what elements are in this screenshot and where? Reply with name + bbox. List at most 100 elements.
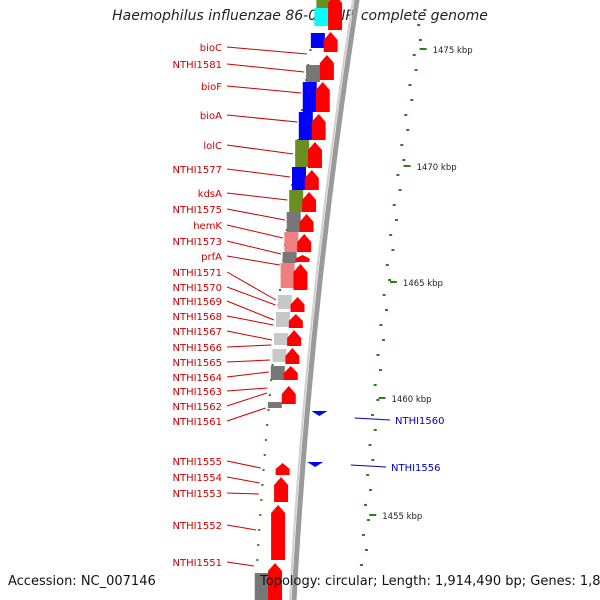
cog-box	[275, 312, 290, 327]
genome-backbone	[288, 0, 360, 600]
leader-line	[226, 168, 291, 178]
gene-label: NTHI1567	[172, 327, 222, 338]
gene-arrow	[283, 366, 298, 380]
gene-label: NTHI1563	[172, 387, 222, 398]
cog-box	[284, 232, 299, 252]
leader-line-right	[350, 464, 387, 468]
gene-label: prfA	[201, 252, 222, 263]
gene-arrow	[288, 314, 303, 328]
gene-arrow	[293, 264, 308, 290]
gene-arrow	[287, 330, 302, 346]
gene-label: NTHI1551	[172, 558, 222, 569]
scale-label: 1455 kbp	[382, 512, 422, 522]
cog-box	[254, 573, 269, 600]
gene-label-right: NTHI1556	[391, 463, 441, 474]
leader-line	[226, 85, 302, 94]
scale-ticks: 1475 kbp 1470 kbp 1465 kbp 1460 kbp 1455 kbp	[256, 9, 473, 566]
scale-label: 1460 kbp	[392, 395, 432, 405]
cog-box	[274, 333, 289, 345]
gene-labels: bioC NTHI1581 bioF bioA lolC NTHI1577 kdsA NTHI…	[172, 43, 444, 569]
leader-line	[226, 315, 274, 326]
leader-line	[226, 561, 255, 567]
map-title: Haemophilus influenzae 86-028NP, complet…	[112, 8, 488, 24]
cog-box	[270, 366, 285, 380]
gene-label: NTHI1554	[172, 473, 222, 484]
leader-line	[226, 224, 283, 239]
accession-text: Accession: NC_007146	[8, 574, 156, 589]
gene-label: bioF	[201, 82, 222, 93]
gene-arrow	[319, 55, 334, 80]
gene-arrow	[268, 563, 283, 600]
leader-line	[226, 460, 261, 469]
cog-box	[280, 263, 295, 288]
gene-arrow	[274, 477, 289, 502]
gene-arrow	[323, 32, 338, 52]
leader-line	[226, 144, 294, 155]
gene-arrow	[281, 386, 296, 404]
cog-box	[272, 349, 287, 362]
backbone-line	[291, 0, 360, 600]
cog-box	[277, 295, 292, 309]
gene-label: NTHI1553	[172, 489, 222, 500]
gene-arrow	[328, 0, 343, 30]
cog-box	[291, 167, 306, 190]
gene-label: NTHI1570	[172, 283, 222, 294]
gene-arrow	[271, 505, 286, 560]
gene-label: NTHI1561	[172, 417, 222, 428]
leader-line	[226, 114, 298, 123]
plus-strand-gene	[307, 462, 324, 467]
leader-line	[226, 476, 260, 484]
gene-label: NTHI1552	[172, 521, 222, 532]
leader-line	[226, 330, 273, 341]
gene-label: kdsA	[198, 189, 222, 200]
cog-box	[282, 252, 297, 263]
cog-box	[314, 8, 329, 26]
gene-label: bioC	[200, 43, 222, 54]
leader-line	[226, 255, 280, 266]
gene-label: NTHI1555	[172, 457, 222, 468]
gene-label: NTHI1577	[172, 165, 222, 176]
gene-arrow	[285, 348, 300, 364]
topology-text: Topology: circular; Length: 1,914,490 bp…	[260, 574, 600, 589]
gene-arrow	[315, 82, 330, 112]
gene-label: NTHI1575	[172, 205, 222, 216]
cog-box	[310, 33, 325, 48]
gene-arrow	[307, 142, 322, 168]
gene-label: NTHI1571	[172, 268, 222, 279]
gene-arrows	[268, 0, 343, 600]
cog-box	[316, 0, 331, 8]
gene-label: NTHI1564	[172, 373, 222, 384]
leader-line	[226, 387, 268, 392]
leader-line	[226, 371, 269, 378]
leader-line	[226, 208, 286, 221]
leader-line	[226, 524, 257, 531]
gene-label-right: NTHI1560	[395, 416, 445, 427]
gene-label: NTHI1581	[172, 60, 222, 71]
gene-label: NTHI1573	[172, 237, 222, 248]
gene-arrow	[275, 463, 290, 475]
leader-line	[226, 46, 307, 55]
gene-arrow	[302, 192, 317, 212]
gene-arrow	[311, 114, 326, 140]
leader-line	[226, 392, 268, 407]
gene-label: NTHI1569	[172, 297, 222, 308]
backbone-highlight	[288, 0, 355, 600]
leader-line	[226, 300, 275, 321]
plus-strand-gene	[311, 411, 328, 416]
gene-label: hemK	[193, 221, 222, 232]
gene-label: NTHI1562	[172, 402, 222, 413]
gene-arrow	[304, 170, 319, 190]
cog-box	[267, 402, 282, 408]
leader-line	[226, 192, 288, 201]
gene-arrow	[297, 234, 312, 252]
scale-label: 1470 kbp	[417, 163, 457, 173]
gene-label: NTHI1566	[172, 343, 222, 354]
leader-line	[226, 63, 305, 73]
leader-line-right	[354, 417, 391, 421]
gene-arrow	[290, 297, 305, 312]
label-leader-lines	[226, 46, 391, 567]
gene-arrow	[299, 214, 314, 232]
leader-line	[226, 359, 271, 363]
leader-line	[226, 286, 276, 306]
gene-label: NTHI1565	[172, 358, 222, 369]
